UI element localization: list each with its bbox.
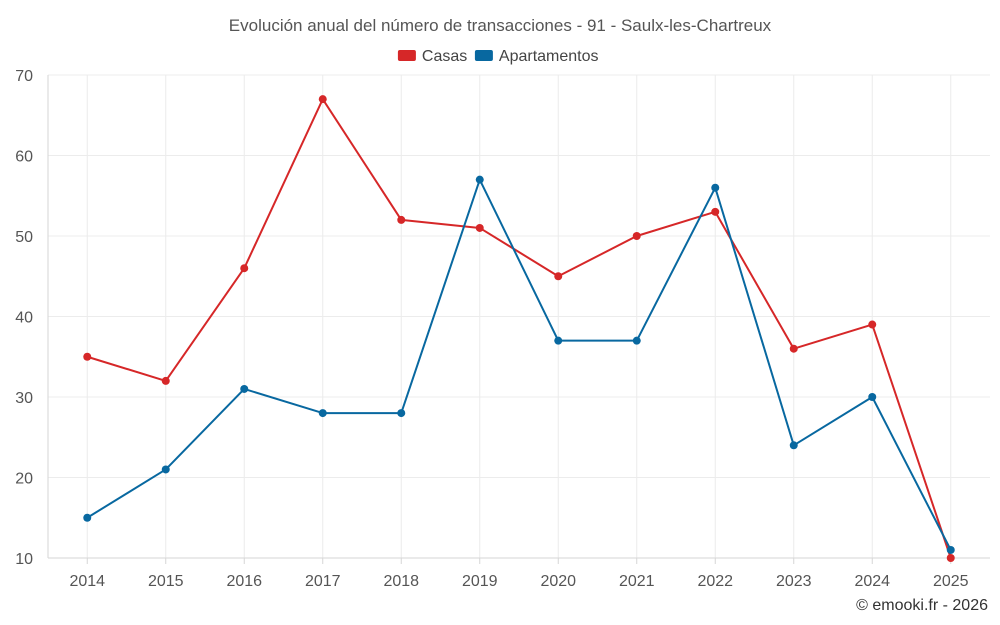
legend-label: Casas bbox=[422, 48, 467, 65]
y-tick-label: 60 bbox=[15, 149, 33, 166]
x-tick-label: 2021 bbox=[619, 573, 655, 590]
data-point-apartamentos[interactable] bbox=[946, 545, 955, 554]
data-point-casas[interactable] bbox=[397, 215, 406, 224]
x-tick-label: 2020 bbox=[540, 573, 576, 590]
x-tick-label: 2017 bbox=[305, 573, 341, 590]
x-tick-label: 2014 bbox=[69, 573, 105, 590]
y-tick-label: 20 bbox=[15, 471, 33, 488]
data-point-apartamentos[interactable] bbox=[161, 465, 170, 474]
data-point-apartamentos[interactable] bbox=[868, 393, 877, 401]
y-tick-label: 50 bbox=[15, 229, 33, 246]
data-point-casas[interactable] bbox=[946, 554, 955, 562]
data-point-casas[interactable] bbox=[475, 223, 484, 232]
x-tick-label: 2023 bbox=[776, 573, 812, 590]
data-point-casas[interactable] bbox=[554, 272, 563, 281]
series-line-casas bbox=[86, 98, 952, 559]
grid bbox=[48, 74, 990, 558]
data-point-casas[interactable] bbox=[161, 376, 170, 385]
data-point-apartamentos[interactable] bbox=[83, 513, 92, 522]
x-tick-label: 2015 bbox=[148, 573, 184, 590]
legend-item-apartamentos[interactable]: Apartamentos bbox=[474, 48, 599, 65]
data-point-casas[interactable] bbox=[240, 264, 249, 273]
x-tick-label: 2022 bbox=[697, 573, 733, 590]
data-point-apartamentos[interactable] bbox=[318, 409, 327, 418]
x-tick-label: 2025 bbox=[933, 573, 969, 590]
data-point-apartamentos[interactable] bbox=[475, 175, 484, 184]
series-layer bbox=[83, 95, 955, 562]
data-point-casas[interactable] bbox=[868, 320, 877, 329]
y-tick-label: 70 bbox=[15, 68, 33, 85]
data-point-apartamentos[interactable] bbox=[240, 384, 249, 393]
legend-item-casas[interactable]: Casas bbox=[397, 48, 467, 65]
data-point-apartamentos[interactable] bbox=[554, 336, 563, 345]
x-tick-label: 2024 bbox=[854, 573, 890, 590]
data-point-apartamentos[interactable] bbox=[397, 409, 406, 418]
legend: Casas Apartamentos bbox=[397, 48, 599, 65]
series-apartamentos bbox=[83, 175, 955, 554]
data-point-casas[interactable] bbox=[711, 207, 720, 216]
legend-swatch bbox=[474, 50, 493, 61]
legend-swatch bbox=[397, 50, 416, 61]
data-point-apartamentos[interactable] bbox=[789, 441, 798, 450]
data-point-casas[interactable] bbox=[318, 95, 327, 104]
x-tick-label: 2019 bbox=[462, 573, 498, 590]
data-point-casas[interactable] bbox=[83, 352, 92, 361]
y-tick-label: 30 bbox=[15, 390, 33, 407]
credit-text: © emooki.fr - 2026 bbox=[856, 597, 988, 614]
data-point-apartamentos[interactable] bbox=[632, 336, 641, 345]
series-casas bbox=[83, 95, 955, 562]
series-line-apartamentos bbox=[86, 178, 952, 551]
data-point-casas[interactable] bbox=[789, 344, 798, 353]
x-tick-label: 2018 bbox=[383, 573, 419, 590]
y-tick-label: 10 bbox=[15, 551, 33, 568]
data-point-apartamentos[interactable] bbox=[711, 183, 720, 192]
legend-label: Apartamentos bbox=[499, 48, 599, 65]
data-point-casas[interactable] bbox=[632, 232, 641, 240]
x-tick-label: 2016 bbox=[226, 573, 262, 590]
y-tick-label: 40 bbox=[15, 310, 33, 327]
chart-title: Evolución anual del número de transaccio… bbox=[229, 16, 772, 35]
axes: 10 20 30 40 50 60 70 2014 2015 2016 2017 2018 2019 20… bbox=[15, 68, 990, 590]
